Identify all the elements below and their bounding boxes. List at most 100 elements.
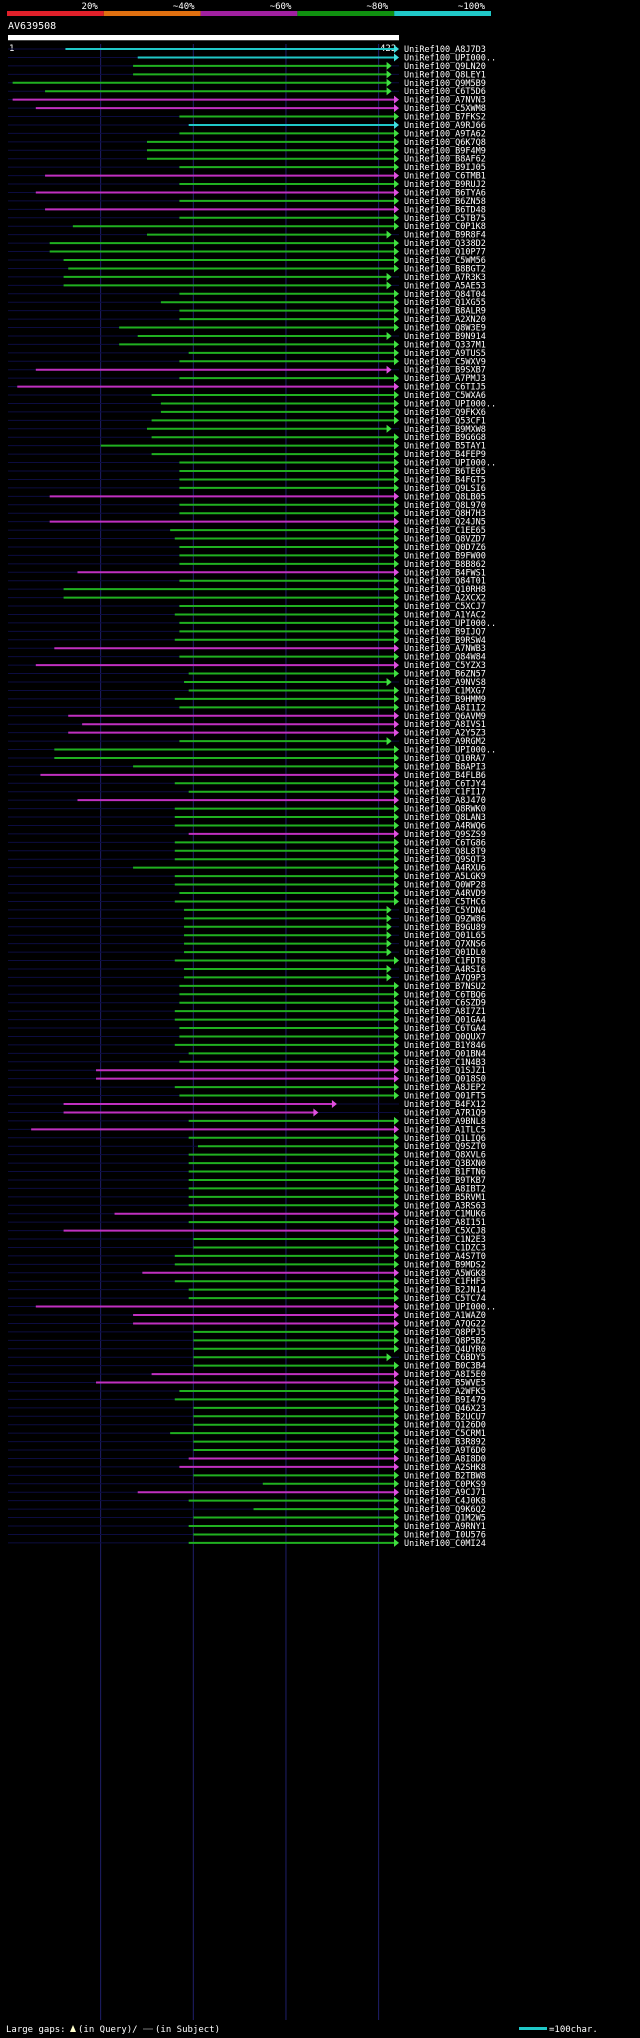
hit-label[interactable]: UniRef100_Q8H7H3 — [404, 509, 486, 519]
hit-label[interactable]: UniRef100_A8J470 — [404, 796, 486, 806]
hit-row[interactable]: UniRef100_A9RNY1 — [8, 1522, 486, 1532]
hit-label[interactable]: UniRef100_B9TKB7 — [404, 1176, 486, 1186]
hit-label[interactable]: UniRef100_A7R3K3 — [404, 273, 486, 283]
hit-row[interactable]: UniRef100_UPI000.. — [8, 53, 496, 63]
hit-label[interactable]: UniRef100_Q01FT5 — [404, 1092, 486, 1102]
hit-label[interactable]: UniRef100_C6TMB1 — [404, 172, 486, 182]
hit-label[interactable]: UniRef100_A5WGK8 — [404, 1269, 486, 1279]
hit-label[interactable]: UniRef100_Q9LSI6 — [404, 484, 486, 494]
hit-row[interactable]: UniRef100_Q01L65 — [8, 931, 486, 941]
hit-label[interactable]: UniRef100_A7R1Q9 — [404, 1108, 486, 1118]
hit-label[interactable]: UniRef100_Q9SZT0 — [404, 1142, 486, 1152]
hit-row[interactable]: UniRef100_Q01DL0 — [8, 948, 486, 958]
hit-row[interactable]: UniRef100_A4RXU6 — [8, 863, 486, 874]
hit-row[interactable]: UniRef100_B9RSW4 — [8, 635, 486, 646]
hit-row[interactable]: UniRef100_B9RUJ2 — [8, 180, 486, 190]
hit-row[interactable]: UniRef100_B9I479 — [8, 1395, 486, 1405]
hit-row[interactable]: UniRef100_Q84T04 — [8, 289, 486, 300]
hit-row[interactable]: UniRef100_Q84W84 — [8, 652, 486, 663]
hit-label[interactable]: UniRef100_C5TB75 — [404, 214, 486, 224]
hit-row[interactable]: UniRef100_B8BGT2 — [8, 264, 486, 274]
hit-label[interactable]: UniRef100_B9FW00 — [404, 551, 486, 561]
hit-label[interactable]: UniRef100_Q84T01 — [404, 577, 486, 587]
hit-row[interactable]: UniRef100_C5XCJ7 — [8, 602, 486, 612]
hit-label[interactable]: UniRef100_Q53CF1 — [404, 416, 486, 426]
hit-row[interactable]: UniRef100_A2XCX2 — [8, 593, 486, 604]
hit-label[interactable]: UniRef100_A9T6D0 — [404, 1446, 486, 1456]
hit-row[interactable]: UniRef100_C6TMB1 — [8, 171, 486, 182]
hit-row[interactable]: UniRef100_Q9LSI6 — [8, 483, 486, 494]
hit-row[interactable]: UniRef100_C6TG86 — [8, 838, 486, 848]
hit-label[interactable]: UniRef100_Q1LIQ6 — [404, 1134, 486, 1144]
hit-row[interactable]: UniRef100_C1FDT8 — [8, 956, 486, 967]
hit-label[interactable]: UniRef100_A7Q9P3 — [404, 973, 486, 983]
hit-row[interactable]: UniRef100_Q84T01 — [8, 576, 486, 587]
hit-label[interactable]: UniRef100_Q9LN20 — [404, 62, 486, 72]
hit-row[interactable]: UniRef100_B7FKS2 — [8, 112, 486, 123]
hit-row[interactable]: UniRef100_B8B862 — [8, 559, 486, 570]
hit-label[interactable]: UniRef100_C0MI24 — [404, 1539, 486, 1549]
hit-label[interactable]: UniRef100_Q1SJZ1 — [404, 1066, 486, 1076]
hit-label[interactable]: UniRef100_A2XN20 — [404, 315, 486, 325]
hit-label[interactable]: UniRef100_Q8W3E9 — [404, 324, 486, 334]
hit-label[interactable]: UniRef100_Q126D0 — [404, 1421, 486, 1431]
hit-row[interactable]: UniRef100_A9BNL8 — [8, 1116, 486, 1127]
hit-row[interactable]: UniRef100_Q1SJZ1 — [8, 1066, 486, 1076]
hit-label[interactable]: UniRef100_Q338D2 — [404, 239, 486, 249]
hit-row[interactable]: UniRef100_B9GU89 — [8, 922, 486, 933]
hit-label[interactable]: UniRef100_Q3BXN0 — [404, 1159, 486, 1169]
hit-label[interactable]: UniRef100_C0PKS9 — [404, 1480, 486, 1490]
hit-row[interactable]: UniRef100_A4S7T0 — [8, 1251, 486, 1262]
hit-label[interactable]: UniRef100_C5TC74 — [404, 1294, 486, 1304]
hit-label[interactable]: UniRef100_Q9SQT3 — [404, 855, 486, 865]
hit-label[interactable]: UniRef100_B6ZN57 — [404, 670, 486, 680]
hit-label[interactable]: UniRef100_Q0WP28 — [404, 881, 486, 891]
hit-row[interactable]: UniRef100_C0P1K8 — [8, 222, 486, 232]
hit-row[interactable]: UniRef100_C5XCJ8 — [8, 1226, 486, 1237]
hit-row[interactable]: UniRef100_Q8PPJ5 — [8, 1327, 486, 1338]
hit-label[interactable]: UniRef100_B0C3B4 — [404, 1362, 486, 1372]
hit-row[interactable]: UniRef100_A9T6D0 — [8, 1446, 486, 1456]
hit-label[interactable]: UniRef100_A1WAZ0 — [404, 1311, 486, 1321]
hit-label[interactable]: UniRef100_C5THC6 — [404, 897, 486, 907]
hit-row[interactable]: UniRef100_A1TLC5 — [8, 1125, 486, 1135]
hit-label[interactable]: UniRef100_B6TYA6 — [404, 188, 486, 198]
hit-row[interactable]: UniRef100_A7R3K3 — [8, 272, 486, 283]
hit-row[interactable]: UniRef100_Q6K7Q8 — [8, 137, 486, 148]
hit-label[interactable]: UniRef100_C6TG86 — [404, 838, 486, 848]
hit-row[interactable]: UniRef100_C1DZC3 — [8, 1243, 486, 1253]
hit-label[interactable]: UniRef100_A2XCX2 — [404, 594, 486, 604]
hit-label[interactable]: UniRef100_C5WM56 — [404, 256, 486, 266]
hit-row[interactable]: UniRef100_A2SHK8 — [8, 1462, 486, 1473]
hit-row[interactable]: UniRef100_A7R1Q9 — [8, 1108, 486, 1118]
hit-label[interactable]: UniRef100_C6TBQ6 — [404, 990, 486, 1000]
hit-label[interactable]: UniRef100_C5XWM8 — [404, 104, 486, 114]
hit-row[interactable]: UniRef100_A2XN20 — [8, 315, 486, 325]
hit-row[interactable]: UniRef100_B4FX12 — [8, 1100, 486, 1110]
hit-label[interactable]: UniRef100_UPI000.. — [404, 53, 496, 63]
hit-row[interactable]: UniRef100_B9FW00 — [8, 551, 486, 561]
hit-label[interactable]: UniRef100_C6SZD9 — [404, 999, 486, 1009]
hit-label[interactable]: UniRef100_Q0D7Z6 — [404, 543, 486, 553]
hit-row[interactable]: UniRef100_A9RJ66 — [8, 120, 486, 131]
hit-label[interactable]: UniRef100_Q8LEY1 — [404, 70, 486, 80]
hit-label[interactable]: UniRef100_B9MDS2 — [404, 1260, 486, 1270]
hit-label[interactable]: UniRef100_C6BDY5 — [404, 1353, 486, 1363]
hit-label[interactable]: UniRef100_B4FWS1 — [404, 568, 486, 578]
hit-row[interactable]: UniRef100_C1MXG7 — [8, 686, 486, 696]
hit-row[interactable]: UniRef100_A8J470 — [8, 796, 486, 806]
hit-row[interactable]: UniRef100_Q1LIQ6 — [8, 1133, 486, 1144]
hit-row[interactable]: UniRef100_Q8H7H3 — [8, 509, 486, 519]
hit-label[interactable]: UniRef100_B6TD48 — [404, 205, 486, 215]
hit-label[interactable]: UniRef100_A2Y5Z3 — [404, 729, 486, 739]
hit-row[interactable]: UniRef100_Q24JN5 — [8, 517, 486, 528]
hit-row[interactable]: UniRef100_A2Y5Z3 — [8, 728, 486, 739]
hit-label[interactable]: UniRef100_A7QG22 — [404, 1319, 486, 1329]
hit-row[interactable]: UniRef100_A8I151 — [8, 1218, 486, 1228]
hit-label[interactable]: UniRef100_Q84T04 — [404, 290, 486, 300]
hit-label[interactable]: UniRef100_C5XCJ7 — [404, 602, 486, 612]
hit-label[interactable]: UniRef100_B4FLB6 — [404, 771, 486, 781]
hit-row[interactable]: UniRef100_B6TE05 — [8, 467, 486, 477]
hit-label[interactable]: UniRef100_A8I1I2 — [404, 703, 486, 713]
hit-label[interactable]: UniRef100_Q8PPJ5 — [404, 1328, 486, 1338]
